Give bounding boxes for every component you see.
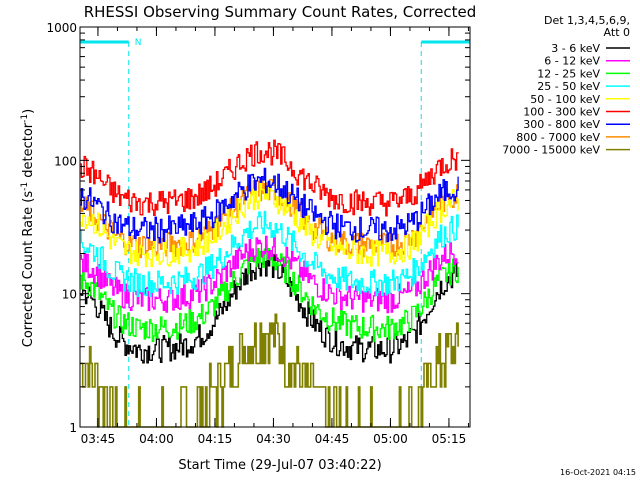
series-line-100-300-kev: [80, 139, 459, 217]
y-tick-label: 1000: [46, 21, 77, 35]
x-tick-label: 04:15: [198, 432, 233, 446]
x-tick-label: 05:00: [373, 432, 408, 446]
y-tick-label: 10: [62, 288, 77, 302]
legend-header: Det 1,3,4,5,6,9,: [544, 14, 630, 27]
x-tick-label: 04:45: [315, 432, 350, 446]
legend-label: 7000 - 15000 keV: [502, 144, 600, 157]
y-label-part: Corrected Count Rate (s: [21, 191, 36, 348]
y-label-part: -1: [20, 114, 30, 123]
x-tick-label: 05:15: [432, 432, 467, 446]
legend-label: 6 - 12 keV: [544, 55, 600, 68]
legend-label: 800 - 7000 keV: [516, 131, 600, 144]
legend-label: 300 - 800 keV: [523, 118, 600, 131]
series-line-300-800-kev: [80, 167, 459, 244]
legend-label: 25 - 50 keV: [537, 80, 600, 93]
legend-header: Att 0: [604, 26, 630, 39]
x-tick-label: 03:45: [81, 432, 116, 446]
series-line-25-50-kev: [80, 210, 459, 298]
chart-title: RHESSI Observing Summary Count Rates, Co…: [84, 3, 477, 21]
y-tick-label: 100: [54, 154, 77, 168]
legend-label: 12 - 25 keV: [537, 67, 600, 80]
series-line-12-25-kev: [80, 244, 459, 342]
y-axis-label: Corrected Count Rate (s-1 detector-1): [20, 109, 36, 347]
x-axis-label: Start Time (29-Jul-07 03:40:22): [178, 458, 381, 473]
series-line-800-7000-kev: [80, 178, 459, 259]
y-tick-label: 1: [69, 421, 77, 435]
footer-timestamp: 16-Oct-2021 04:15: [560, 468, 636, 477]
legend-label: 3 - 6 keV: [551, 42, 600, 55]
y-label-part: -1: [20, 182, 30, 191]
y-label-part: detector: [21, 122, 36, 182]
legend-label: 100 - 300 keV: [523, 106, 600, 119]
saa-marker-label: N: [135, 38, 142, 48]
legend-label: 50 - 100 keV: [530, 93, 600, 106]
x-tick-label: 04:00: [139, 432, 174, 446]
plot-frame: [79, 26, 471, 428]
x-axis: 03:45 04:00 04:15 04:30 04:45 05:00 05:15: [81, 27, 469, 446]
series-layer: [80, 139, 459, 428]
y-axis: 1 10 100 1000: [46, 21, 470, 435]
y-label-part: ): [21, 109, 36, 114]
x-tick-label: 04:30: [256, 432, 291, 446]
